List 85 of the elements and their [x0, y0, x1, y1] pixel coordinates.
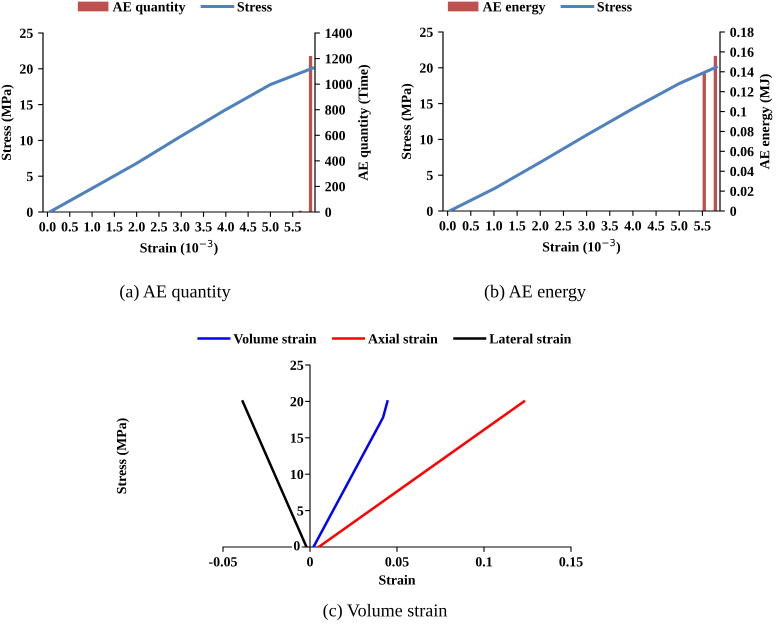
x-axis-title: Strain: [379, 574, 416, 585]
x-tick-label: 1.0: [84, 222, 100, 232]
y2-tick-label: 0.06: [730, 146, 754, 156]
y-axis-title: Stress (MPa): [116, 418, 130, 494]
x-tick-label: 0.0: [439, 221, 456, 231]
legend-label: Stress: [238, 2, 272, 12]
y-tick-label: 25: [420, 28, 433, 37]
x-tick-label: 1.5: [510, 221, 526, 231]
y-tick-label: 0: [26, 208, 33, 217]
y2-tick-label: 0.02: [730, 186, 754, 196]
y2-axis-title: AE energy (MJ): [760, 74, 772, 170]
x-tick-label: 0.5: [62, 222, 78, 232]
legend-label: AE quantity: [112, 2, 186, 14]
x-tick-label: 4.5: [240, 222, 256, 232]
legend-label: Volume strain: [234, 334, 316, 344]
text: (c) Volume strain: [323, 604, 448, 620]
x-tick-label: 3.0: [173, 222, 190, 232]
y-tick-label: 5: [426, 170, 433, 180]
y-tick-label: 15: [290, 433, 304, 443]
y-tick-label: 15: [420, 99, 433, 109]
y2-tick-label: 600: [325, 130, 346, 140]
legend-label: Axial strain: [368, 334, 438, 344]
x-tick-label: 2.5: [150, 222, 168, 232]
x-tick-label: 3.5: [195, 222, 212, 232]
x-tick-label: 0.15: [559, 557, 583, 567]
y2-tick-label: 0.12: [730, 87, 754, 97]
x-tick-label: 5.5: [284, 222, 301, 232]
y-tick-label: 10: [290, 470, 304, 480]
y-axis-title: Stress (MPa): [1, 84, 14, 160]
legend-label: Lateral strain: [489, 334, 572, 344]
y-tick-label: 20: [290, 396, 304, 406]
x-tick-label: 5.5: [694, 221, 711, 231]
x-tick-label: 4.5: [648, 221, 664, 231]
y-tick-label: 10: [20, 136, 33, 146]
x-tick-label: 0: [307, 557, 313, 566]
x-tick-label: -0.05: [209, 557, 237, 567]
y-axis-title: Stress (MPa): [401, 84, 414, 160]
y-tick-label: 0: [294, 541, 300, 550]
y2-tick-label: 0: [730, 206, 736, 216]
text: (b) AE energy: [484, 284, 586, 302]
y2-tick-label: 1200: [326, 54, 352, 64]
y2-axis-title: AE quantity (Time): [358, 64, 371, 180]
x-tick-label: 0.5: [462, 221, 479, 231]
x-tick-label: 1.5: [106, 222, 123, 232]
line-series: [448, 66, 718, 211]
y-tick-label: 0: [426, 206, 433, 216]
y2-tick-label: 1400: [326, 28, 352, 38]
x-tick-label: 1.0: [486, 221, 502, 231]
x-tick-label: 5.0: [671, 221, 688, 231]
y2-tick-label: 0.08: [730, 127, 754, 136]
y2-tick-label: 400: [324, 156, 346, 166]
x-tick-label: 4.0: [624, 221, 642, 231]
y2-tick-label: 0.18: [730, 28, 754, 38]
y-tick-label: 25: [290, 360, 304, 370]
y2-tick-label: 0.04: [730, 166, 754, 176]
x-axis-title: Strain (10$^{−3}$): [542, 238, 620, 254]
x-axis-title: Strain (10$^{−3}$): [140, 240, 218, 256]
y-tick-label: 5: [26, 172, 33, 182]
x-tick-label: 5.0: [262, 222, 279, 232]
y2-tick-label: 800: [325, 105, 346, 115]
y2-tick-label: 0: [325, 208, 332, 217]
y-tick-label: 20: [20, 64, 33, 74]
x-tick-label: 0.0: [39, 222, 56, 232]
x-tick-label: 2.0: [128, 222, 145, 232]
line-series: [48, 66, 314, 212]
x-tick-label: 3.0: [578, 221, 595, 231]
y2-tick-label: 0.16: [730, 47, 754, 57]
y2-tick-label: 200: [325, 182, 346, 192]
y2-tick-label: 0.1: [730, 107, 746, 117]
y-tick-label: 5: [297, 506, 304, 516]
y-tick-label: 15: [20, 100, 33, 110]
x-tick-label: 0.1: [476, 557, 492, 567]
text: (a) AE quantity: [120, 284, 231, 302]
y-tick-label: 25: [20, 28, 33, 38]
x-tick-label: 2.5: [555, 221, 572, 231]
legend-label: AE energy: [482, 2, 546, 14]
y-tick-label: 10: [420, 134, 433, 144]
x-tick-label: 4.0: [217, 222, 234, 232]
y2-tick-label: 0.14: [730, 67, 754, 77]
y-tick-label: 20: [420, 63, 433, 73]
x-tick-label: 2.0: [532, 221, 548, 231]
x-tick-label: 3.5: [602, 221, 618, 231]
legend-label: Stress: [598, 2, 632, 12]
x-tick-label: 0.05: [385, 557, 409, 567]
y2-tick-label: 1000: [326, 80, 352, 90]
